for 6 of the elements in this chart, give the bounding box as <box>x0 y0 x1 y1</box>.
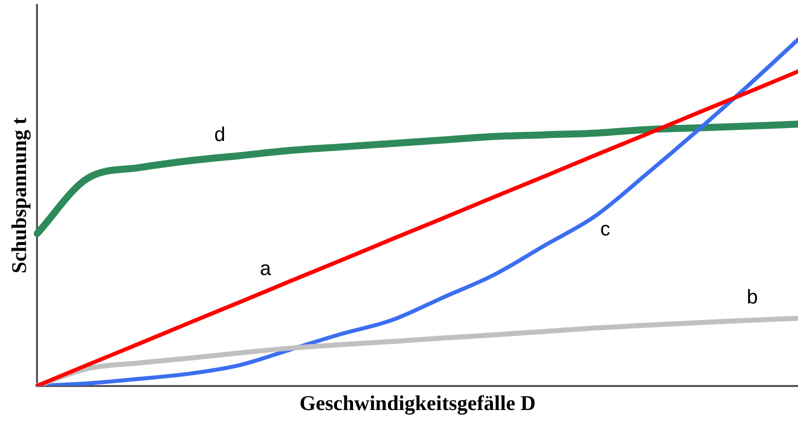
series-label: a <box>260 258 272 280</box>
series-label: b <box>746 286 758 309</box>
x-axis-title: Geschwindigkeitsgefälle D <box>299 390 536 415</box>
y-axis-title: Schubspannung t <box>7 117 32 274</box>
series-label: c <box>600 218 610 240</box>
series-label: d <box>214 124 226 146</box>
